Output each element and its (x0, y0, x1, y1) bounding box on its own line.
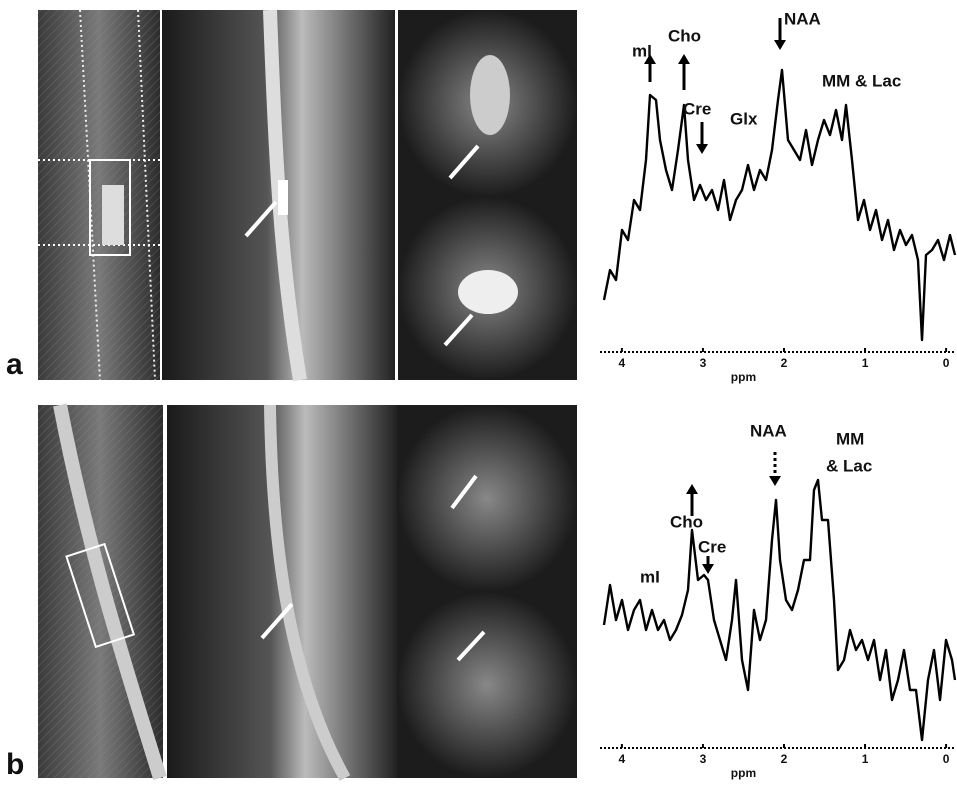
figure: a 4 3 2 1 0 ppm mI Cho Cre Glx NAA MM & Lac b 4 3 2 1 0 ppm… (0, 0, 957, 789)
x-tick-label: 1 (862, 356, 869, 370)
x-tick-label: 4 (619, 356, 626, 370)
x-tick-label: 0 (943, 752, 950, 766)
x-tick-label: 1 (862, 752, 869, 766)
arrowhead (774, 40, 786, 50)
peak-label: Cho (670, 512, 703, 531)
arrowhead (702, 564, 714, 574)
peak-label: Cho (668, 26, 701, 45)
arrowhead (686, 484, 698, 494)
panel-b-images (38, 405, 577, 778)
spectrum-line (604, 70, 955, 340)
x-tick-label: 2 (781, 752, 788, 766)
panel-a-images (38, 10, 577, 380)
arrowhead (678, 54, 690, 64)
peak-label: mI (632, 41, 652, 60)
x-tick-label: 0 (943, 356, 950, 370)
x-tick-label: 3 (700, 752, 707, 766)
arrowhead (696, 144, 708, 154)
peak-label: Cre (683, 99, 711, 118)
x-tick-label: 2 (781, 356, 788, 370)
peak-label: MM & Lac (822, 71, 901, 90)
spectrum-line (604, 480, 955, 740)
mri-axial (397, 592, 577, 778)
lesion (102, 185, 124, 245)
peak-label: & Lac (826, 456, 872, 475)
x-tick-label: 4 (619, 752, 626, 766)
x-axis-label: ppm (731, 766, 756, 780)
peak-label: NAA (784, 9, 821, 28)
arrowhead (769, 476, 781, 486)
panel-label: b (6, 748, 24, 781)
panel-label: a (6, 348, 23, 381)
peak-arrows (644, 18, 786, 574)
peak-label: Glx (730, 109, 758, 128)
peak-label: Cre (698, 537, 726, 556)
lesion (470, 55, 510, 135)
mri-coronal (397, 405, 577, 592)
peak-label: NAA (750, 421, 787, 440)
peak-label: MM (836, 429, 864, 448)
x-tick-label: 3 (700, 356, 707, 370)
hatch (38, 10, 160, 380)
lesion (458, 270, 518, 314)
lesion (278, 180, 288, 215)
x-axis-label: ppm (731, 370, 756, 384)
peak-label: mI (640, 567, 660, 586)
